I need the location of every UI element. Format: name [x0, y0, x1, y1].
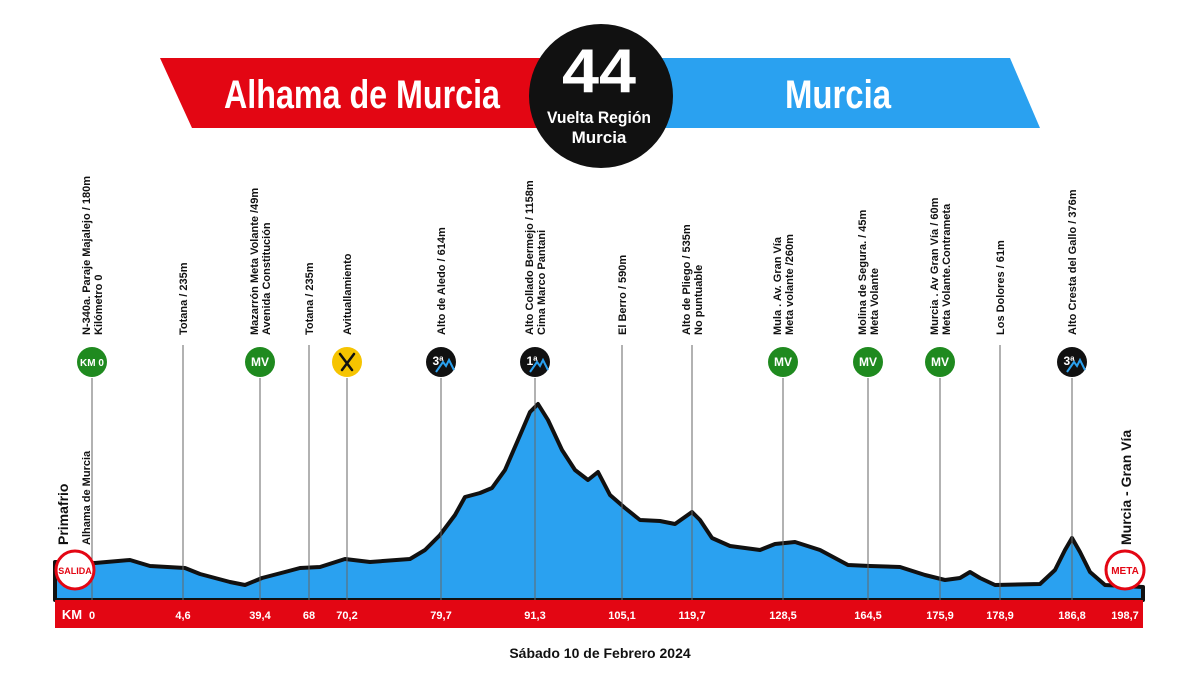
point-label: Mula . Av. Gran Vía — [772, 236, 784, 335]
badge-text: MV — [774, 355, 792, 369]
point-label: Meta Volante.Contrameta — [941, 203, 953, 335]
date: Sábado 10 de Febrero 2024 — [509, 645, 691, 661]
point-label: Molina de Segura. / 45m — [857, 209, 869, 335]
elevation-profile — [53, 402, 1145, 602]
climb-badge — [1057, 347, 1087, 377]
start-banner — [160, 58, 540, 128]
climb-badge — [520, 347, 550, 377]
climb-text: 1ª — [526, 354, 538, 368]
point-label: Totana / 235m — [178, 262, 190, 335]
climb-mountain — [1066, 357, 1086, 373]
km-value: 178,9 — [986, 610, 1014, 622]
badge — [245, 347, 275, 377]
start-place: Alhama de Murcia — [81, 450, 93, 545]
start-place: Primafrio — [55, 484, 71, 545]
stage-circle — [529, 24, 673, 168]
km-value: 39,4 — [249, 610, 271, 622]
point-label: Meta volante /260m — [784, 234, 796, 335]
badge-text: MV — [251, 355, 269, 369]
km-value: 186,8 — [1058, 610, 1086, 622]
point-label: Alto Cresta del Gallo / 376m — [1067, 189, 1079, 335]
km-value: 0 — [89, 610, 95, 622]
point-label: Kilómetro 0 — [93, 274, 105, 335]
start-city: Alhama de Murcia — [224, 73, 501, 117]
food-icon — [332, 347, 362, 377]
badge — [925, 347, 955, 377]
point-label: Cima Marco Pantani — [536, 230, 548, 335]
badge-text: KM 0 — [80, 358, 104, 369]
km-value: 105,1 — [608, 610, 636, 622]
point-label: Meta Volante — [869, 268, 881, 335]
km-bar — [55, 600, 1143, 628]
km-value: 164,5 — [854, 610, 882, 622]
badge — [768, 347, 798, 377]
km-value: 119,7 — [679, 610, 706, 622]
start-badge-text: SALIDA — [58, 566, 92, 576]
race-name: Vuelta Región — [547, 108, 651, 127]
km-value: 68 — [303, 610, 315, 622]
km-value: 128,5 — [769, 610, 797, 622]
finish-badge-text: META — [1111, 566, 1139, 577]
km-value: 175,9 — [926, 610, 954, 622]
point-label: Totana / 235m — [304, 262, 316, 335]
climb-text: 3ª — [1063, 354, 1075, 368]
point-label: Avituallamiento — [342, 253, 354, 335]
climb-mountain — [435, 357, 455, 373]
finish-place: Murcia - Gran Vía — [1118, 430, 1134, 545]
point-label: Alto de Pliego / 535m — [681, 224, 693, 335]
point-label: Murcia . Av Gran Vía / 60m — [929, 197, 941, 335]
point-label: El Berro / 590m — [617, 255, 629, 335]
climb-text: 3ª — [432, 354, 444, 368]
start-badge — [54, 549, 96, 591]
km-value: 91,3 — [524, 610, 545, 622]
km-value: 198,7 — [1111, 610, 1139, 622]
point-label: Alto de Aledo / 614m — [436, 227, 448, 335]
badge-text: MV — [931, 355, 949, 369]
finish-banner — [660, 58, 1040, 128]
points: N-340a. Paraje Majalejo / 180m Kilómetro … — [77, 176, 1087, 600]
badge — [853, 347, 883, 377]
badge — [77, 347, 107, 377]
finish-badge — [1104, 549, 1146, 591]
point-label: Los Dolores / 61m — [995, 240, 1007, 335]
climb-badge — [426, 347, 456, 377]
point-label: N-340a. Paraje Majalejo / 180m — [81, 176, 93, 335]
point-label: Avenida Constitución — [261, 222, 273, 335]
badge-text: MV — [859, 355, 877, 369]
race-name: Murcia — [572, 128, 627, 147]
finish-city: Murcia — [785, 73, 892, 117]
climb-mountain — [529, 357, 549, 373]
km-label: KM — [62, 607, 82, 622]
point-label: No puntuable — [693, 265, 705, 335]
km-value: 79,7 — [430, 610, 451, 622]
point-label: Alto Collado Bermejo / 1158m — [524, 180, 536, 335]
km-value: 4,6 — [175, 610, 190, 622]
km-value: 70,2 — [336, 610, 357, 622]
point-label: Mazarrón Meta Volante /49m — [249, 188, 261, 335]
stage-number: 44 — [562, 37, 637, 106]
